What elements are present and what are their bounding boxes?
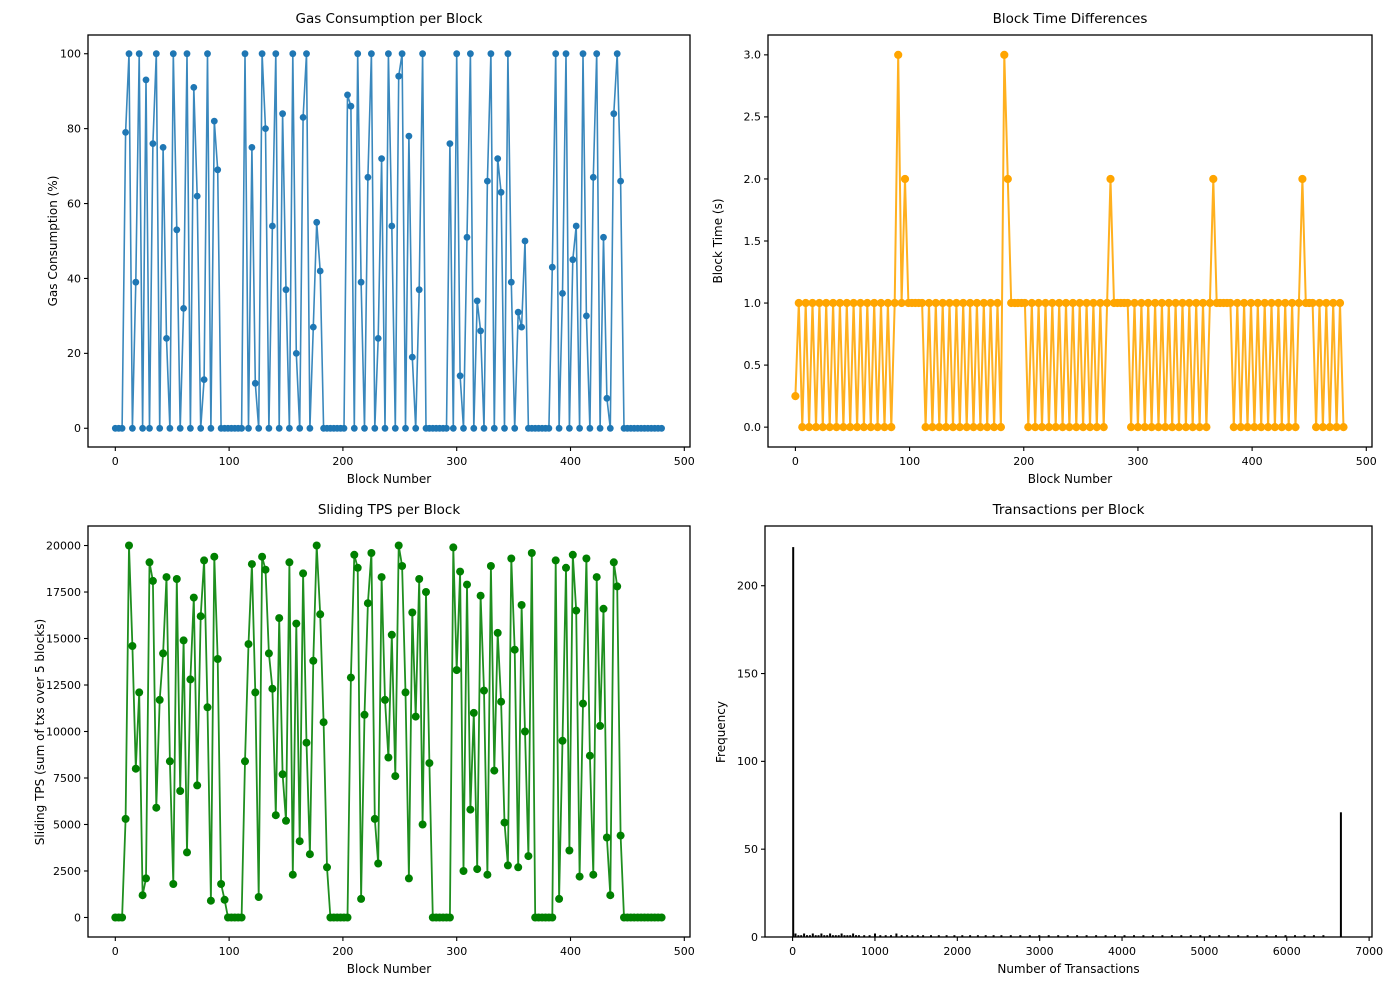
svg-text:100: 100 bbox=[737, 755, 758, 768]
svg-text:2.0: 2.0 bbox=[744, 173, 762, 186]
svg-text:7000: 7000 bbox=[1355, 945, 1383, 958]
svg-text:400: 400 bbox=[560, 455, 581, 468]
svg-text:100: 100 bbox=[60, 48, 81, 61]
svg-text:1.0: 1.0 bbox=[744, 297, 762, 310]
svg-text:500: 500 bbox=[674, 455, 695, 468]
svg-text:6000: 6000 bbox=[1273, 945, 1301, 958]
svg-text:100: 100 bbox=[219, 945, 240, 958]
sliding-tps-chart-title: Sliding TPS per Block bbox=[317, 502, 461, 518]
svg-text:300: 300 bbox=[1127, 455, 1148, 468]
svg-text:200: 200 bbox=[332, 945, 353, 958]
transactions-y-axis-label: Frequency bbox=[714, 700, 728, 763]
svg-text:40: 40 bbox=[67, 272, 81, 285]
block-time-y-axis-label: Block Time (s) bbox=[711, 198, 725, 284]
svg-text:12500: 12500 bbox=[46, 679, 81, 692]
svg-text:17500: 17500 bbox=[46, 586, 81, 599]
svg-text:3.0: 3.0 bbox=[744, 49, 762, 62]
svg-text:20000: 20000 bbox=[46, 539, 81, 552]
block-time-chart-canvas: 0 100 200 300 400 500 0.0 0.5 1.0 1.5 2.0 2.5 3.0 bbox=[744, 34, 1377, 468]
svg-text:60: 60 bbox=[67, 197, 81, 210]
transactions-x-axis-label: Number of Transactions bbox=[997, 962, 1140, 976]
svg-text:20: 20 bbox=[67, 347, 81, 360]
svg-text:150: 150 bbox=[737, 667, 758, 680]
transactions-histogram-canvas: 0 1000 2000 3000 4000 5000 6000 7000 0 50 100 150 20… bbox=[737, 525, 1383, 958]
svg-text:500: 500 bbox=[674, 945, 695, 958]
svg-text:400: 400 bbox=[560, 945, 581, 958]
svg-text:100: 100 bbox=[219, 455, 240, 468]
sliding-tps-subplot: 0 100 200 300 400 500 0 2500 5000 7500 10000 12500 1… bbox=[0, 500, 700, 1000]
sliding-tps-chart-canvas: 0 100 200 300 400 500025005000750010000125001… bbox=[46, 525, 695, 958]
svg-text:0.0: 0.0 bbox=[744, 421, 762, 434]
svg-text:80: 80 bbox=[67, 122, 81, 135]
svg-text:200: 200 bbox=[1013, 455, 1034, 468]
svg-text:0: 0 bbox=[112, 945, 119, 958]
svg-text:4000: 4000 bbox=[1108, 945, 1136, 958]
transactions-histogram-subplot: 0 1000 2000 3000 4000 5000 6000 7000 0 50 100 150 20… bbox=[700, 500, 1400, 1000]
svg-text:5000: 5000 bbox=[53, 818, 81, 831]
sliding-tps-y-axis-label: Sliding TPS (sum of txs over 5 blocks) bbox=[33, 618, 47, 845]
svg-text:200: 200 bbox=[737, 580, 758, 593]
svg-text:2.5: 2.5 bbox=[744, 111, 762, 124]
block-time-chart-title: Block Time Differences bbox=[992, 11, 1148, 27]
svg-text:200: 200 bbox=[332, 455, 353, 468]
block-time-subplot: 0 100 200 300 400 500 0.0 0.5 1.0 1.5 2.0 2.5 3.0 Bl… bbox=[700, 0, 1400, 500]
gas-y-axis-label: Gas Consumption (%) bbox=[46, 175, 60, 307]
svg-text:1000: 1000 bbox=[861, 945, 889, 958]
svg-text:300: 300 bbox=[446, 945, 467, 958]
svg-text:15000: 15000 bbox=[46, 632, 81, 645]
svg-text:7500: 7500 bbox=[53, 772, 81, 785]
svg-text:100: 100 bbox=[899, 455, 920, 468]
svg-text:1.5: 1.5 bbox=[744, 235, 762, 248]
gas-x-axis-label: Block Number bbox=[346, 472, 432, 486]
svg-text:0: 0 bbox=[792, 455, 799, 468]
svg-text:3000: 3000 bbox=[1026, 945, 1054, 958]
block-time-x-axis-label: Block Number bbox=[1027, 472, 1113, 486]
svg-text:2500: 2500 bbox=[53, 865, 81, 878]
svg-text:500: 500 bbox=[1356, 455, 1377, 468]
sliding-tps-x-axis-label: Block Number bbox=[346, 962, 432, 976]
svg-text:5000: 5000 bbox=[1190, 945, 1218, 958]
svg-text:10000: 10000 bbox=[46, 725, 81, 738]
svg-text:0: 0 bbox=[74, 911, 81, 924]
svg-text:50: 50 bbox=[744, 843, 758, 856]
svg-text:400: 400 bbox=[1242, 455, 1263, 468]
svg-text:0: 0 bbox=[751, 931, 758, 944]
gas-chart-title: Gas Consumption per Block bbox=[295, 11, 483, 27]
transactions-histogram-title: Transactions per Block bbox=[992, 502, 1145, 518]
svg-text:300: 300 bbox=[446, 455, 467, 468]
svg-text:0: 0 bbox=[74, 422, 81, 435]
gas-chart-canvas: 0 100 200 300 400 500 0 20 40 60 80 100 bbox=[60, 34, 695, 468]
svg-text:2000: 2000 bbox=[943, 945, 971, 958]
svg-text:0: 0 bbox=[789, 945, 796, 958]
svg-text:0.5: 0.5 bbox=[744, 359, 762, 372]
gas-consumption-subplot: 0 100 200 300 400 500 0 20 40 60 80 100 Gas Consump… bbox=[0, 0, 700, 500]
svg-text:0: 0 bbox=[112, 455, 119, 468]
